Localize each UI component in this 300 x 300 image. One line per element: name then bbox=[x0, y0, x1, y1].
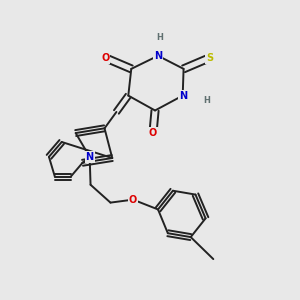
Text: S: S bbox=[206, 53, 213, 63]
Text: O: O bbox=[129, 195, 137, 205]
Text: H: H bbox=[203, 96, 210, 105]
Text: O: O bbox=[101, 53, 110, 63]
Text: O: O bbox=[149, 128, 157, 138]
Text: N: N bbox=[178, 91, 187, 100]
Text: N: N bbox=[154, 51, 162, 61]
Text: N: N bbox=[85, 152, 94, 162]
Text: H: H bbox=[156, 33, 163, 42]
